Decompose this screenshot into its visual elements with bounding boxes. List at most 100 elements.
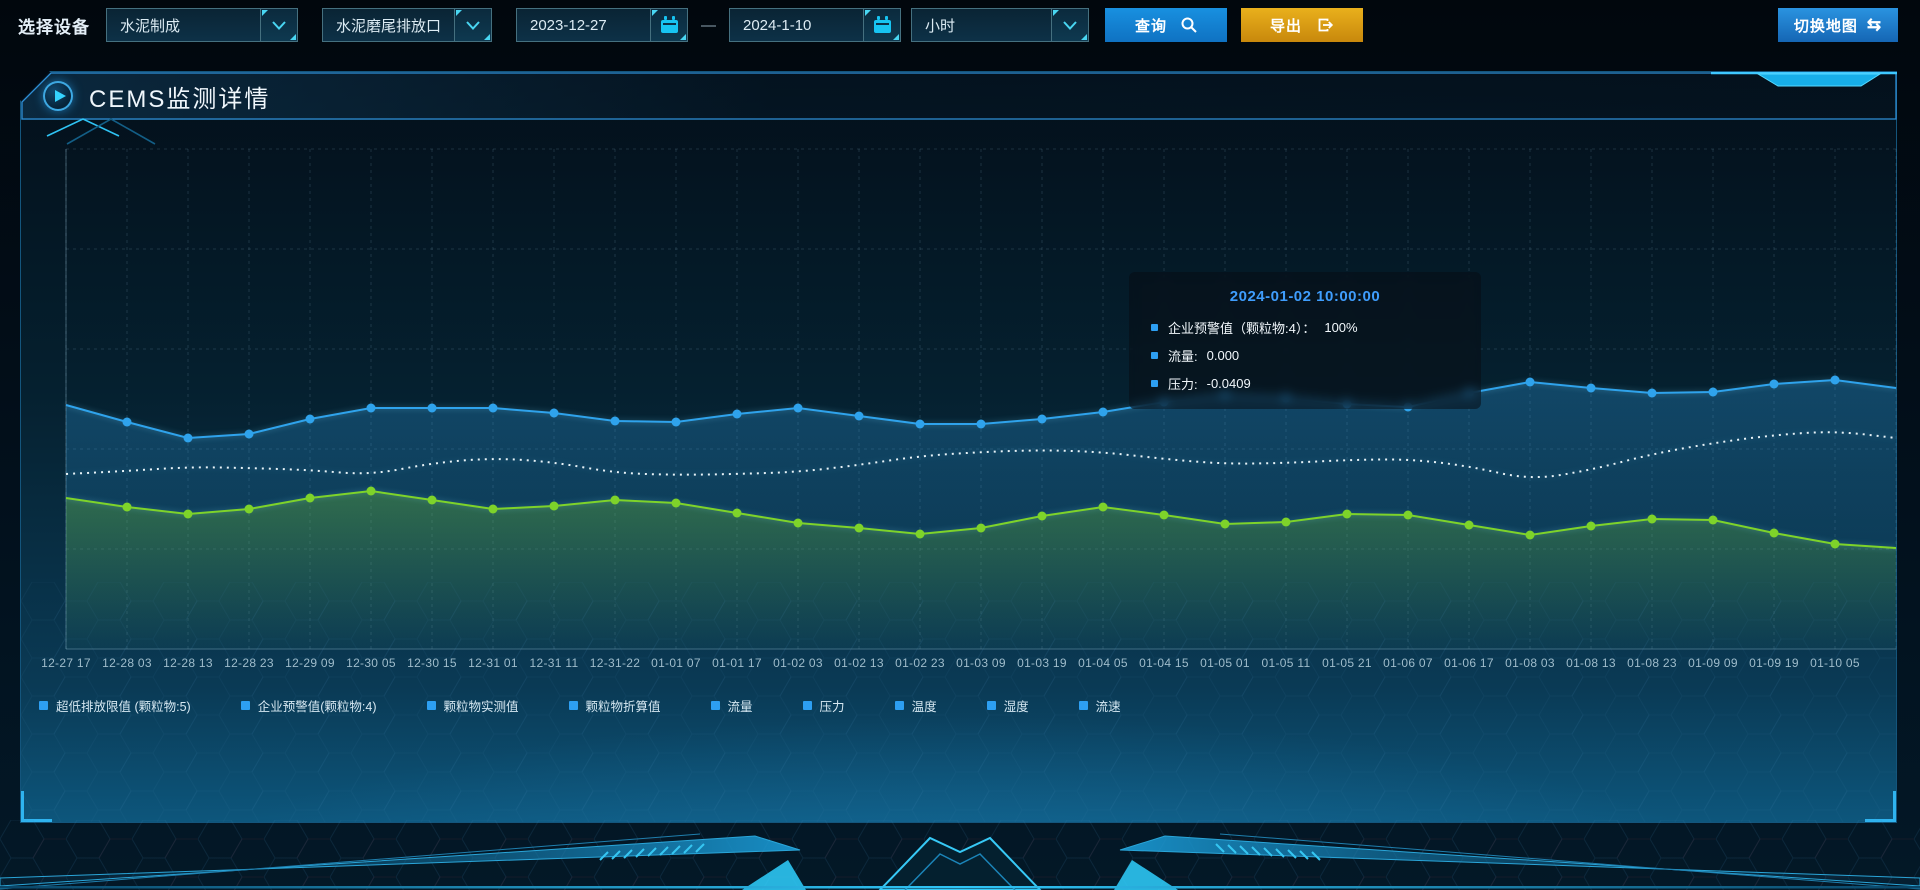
legend-label: 颗粒物实测值	[443, 700, 519, 714]
series-point	[122, 417, 132, 427]
x-axis-label: 01-04 05	[1078, 656, 1128, 670]
series-point	[1403, 510, 1413, 520]
x-axis: 12-27 17 12-28 03 12-28 13 12-28 23 12-29 09…	[41, 656, 1896, 672]
footer-decoration	[0, 820, 1920, 890]
search-icon	[1181, 17, 1197, 33]
query-button-label: 查询	[1134, 17, 1167, 35]
export-button[interactable]: 导出	[1241, 8, 1363, 42]
x-axis-label: 01-05 01	[1200, 656, 1250, 670]
tooltip-label: 企业预警值（颗粒物:4）：	[1168, 321, 1316, 336]
end-date-input[interactable]: 2024-1-10	[729, 8, 901, 42]
legend-item-6[interactable]: 压力	[802, 696, 845, 715]
series-point	[1281, 517, 1291, 527]
legend-label: 超低排放限值 (颗粒物:5)	[56, 700, 191, 714]
tooltip-marker	[1151, 352, 1158, 359]
series-point	[1708, 387, 1718, 397]
x-axis-label: 01-02 03	[773, 656, 823, 670]
x-axis-label: 12-31 11	[529, 656, 579, 670]
panel-header: CEMS监测详情	[21, 72, 1896, 120]
x-axis-label: 01-02 13	[834, 656, 884, 670]
series-point	[549, 408, 559, 418]
legend-label: 压力	[819, 700, 845, 714]
series-point	[1769, 528, 1779, 538]
device-select-primary[interactable]: 水泥制成	[106, 8, 298, 42]
x-axis-label: 01-08 23	[1627, 656, 1677, 670]
device-select-outlet-value: 水泥磨尾排放口	[336, 17, 442, 35]
series-point	[610, 495, 620, 505]
cems-panel: CEMS监测详情 12-27 17 12-28 03 12-28 13 12-28 2…	[20, 71, 1897, 823]
date-range-separator: —	[701, 16, 716, 34]
legend-item-3[interactable]: 颗粒物实测值	[426, 696, 519, 715]
series-point	[1098, 407, 1108, 417]
x-axis-label: 01-09 09	[1688, 656, 1738, 670]
series-point	[183, 433, 193, 443]
x-axis-label: 12-28 23	[224, 656, 274, 670]
switch-map-label: 切换地图	[1793, 17, 1858, 35]
series-point	[1037, 511, 1047, 521]
x-axis-label: 12-31-22	[589, 656, 641, 670]
export-icon	[1318, 18, 1334, 32]
legend-item-4[interactable]: 颗粒物折算值	[568, 696, 661, 715]
x-axis-label: 01-05 11	[1261, 656, 1311, 670]
series-point	[915, 529, 925, 539]
tooltip-label: 压力:	[1168, 377, 1198, 392]
x-axis-label: 12-28 13	[163, 656, 213, 670]
x-axis-label: 01-06 17	[1444, 656, 1494, 670]
legend-item-7[interactable]: 温度	[894, 696, 937, 715]
series-point	[1525, 530, 1535, 540]
series-point	[854, 411, 864, 421]
chevron-down-icon[interactable]	[454, 9, 491, 41]
series-point	[1586, 383, 1596, 393]
series-point	[671, 498, 681, 508]
series-point	[122, 502, 132, 512]
series-point	[671, 417, 681, 427]
legend-item-2[interactable]: 企业预警值(颗粒物:4)	[240, 696, 377, 715]
calendar-icon[interactable]	[650, 9, 687, 41]
series-point	[366, 486, 376, 496]
start-date-input[interactable]: 2023-12-27	[516, 8, 688, 42]
query-button[interactable]: 查询	[1105, 8, 1227, 42]
x-axis-label: 12-28 03	[102, 656, 152, 670]
x-axis-label: 01-08 13	[1566, 656, 1616, 670]
legend-item-1[interactable]: 超低排放限值 (颗粒物:5)	[39, 696, 191, 715]
x-axis-label: 01-05 21	[1322, 656, 1372, 670]
series-point	[183, 509, 193, 519]
series-point	[366, 403, 376, 413]
series-point	[1769, 379, 1779, 389]
series-point	[1159, 510, 1169, 520]
tooltip-value: 0.000	[1206, 348, 1240, 363]
legend-marker	[986, 701, 996, 710]
tooltip-timestamp: 2024-01-02 10:00:00	[1229, 288, 1381, 305]
toolbar: 选择设备 水泥制成 水泥磨尾排放口 2023-12-27 — 2024-1-10…	[0, 0, 1920, 50]
calendar-icon[interactable]	[863, 9, 900, 41]
chevron-down-icon[interactable]	[260, 9, 297, 41]
panel-title: CEMS监测详情	[89, 85, 271, 113]
chevron-down-icon[interactable]	[1051, 9, 1088, 41]
series-point	[976, 419, 986, 429]
interval-select[interactable]: 小时	[911, 8, 1089, 42]
switch-map-button[interactable]: 切换地图 ⇆	[1778, 8, 1898, 42]
legend-marker	[426, 701, 436, 710]
cems-chart[interactable]	[65, 148, 1897, 650]
chart-tooltip: 2024-01-02 10:00:00 企业预警值（颗粒物:4）： 100% 流量:…	[1129, 272, 1481, 409]
series-point	[1037, 414, 1047, 424]
series-point	[305, 414, 315, 424]
tooltip-marker	[1151, 380, 1158, 387]
legend-item-8[interactable]: 湿度	[986, 696, 1029, 715]
play-icon[interactable]	[43, 81, 73, 111]
series-point	[244, 504, 254, 514]
x-axis-label: 01-03 19	[1017, 656, 1067, 670]
tooltip-item: 流量: 0.000	[1151, 346, 1459, 365]
legend-label: 流速	[1095, 700, 1121, 714]
legend-item-9[interactable]: 流速	[1078, 696, 1121, 715]
x-axis-label: 01-04 15	[1139, 656, 1189, 670]
series-point	[1830, 375, 1840, 385]
legend-item-5[interactable]: 流量	[710, 696, 753, 715]
series-point	[1220, 519, 1230, 529]
x-axis-label: 12-27 17	[41, 656, 91, 670]
device-select-outlet[interactable]: 水泥磨尾排放口	[322, 8, 492, 42]
series-point	[1464, 520, 1474, 530]
end-date-value: 2024-1-10	[743, 16, 812, 34]
series-point	[1525, 377, 1535, 387]
chart-legend: 超低排放限值 (颗粒物:5) 企业预警值(颗粒物:4) 颗粒物实测值 颗粒物折算值 流量…	[39, 696, 1121, 715]
